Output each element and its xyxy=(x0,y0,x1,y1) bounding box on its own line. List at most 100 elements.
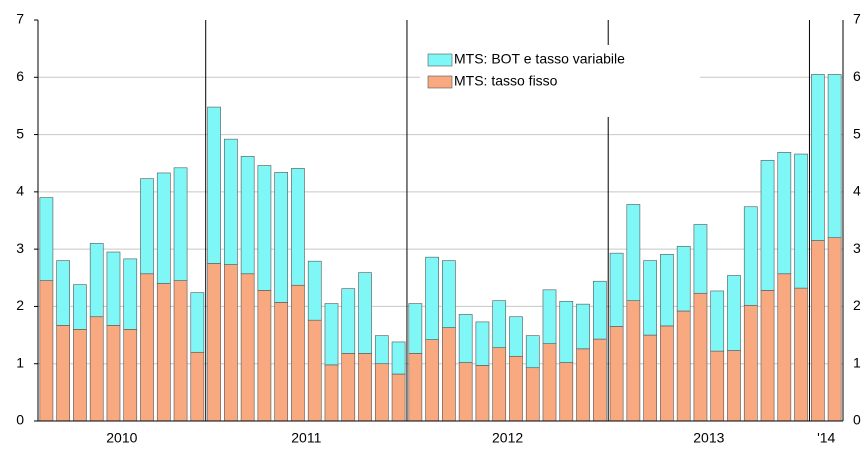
bar-segment xyxy=(475,365,490,422)
bar-segment xyxy=(374,335,389,365)
bar-segment xyxy=(676,310,691,422)
legend-swatch xyxy=(427,53,453,67)
bar-segment xyxy=(307,319,322,422)
bar-segment xyxy=(391,373,406,422)
bar-segment xyxy=(576,348,590,422)
bar-segment xyxy=(525,367,540,422)
bar-segment xyxy=(56,260,70,326)
bar-segment xyxy=(190,351,205,422)
x-group-label: '14 xyxy=(817,430,835,446)
bar-segment xyxy=(676,245,691,312)
legend-label: MTS: BOT e tasso variabile xyxy=(454,51,625,67)
bar-segment xyxy=(576,303,590,350)
bar-segment xyxy=(643,334,657,422)
bar-segment xyxy=(777,273,792,422)
bar-segment xyxy=(140,273,154,422)
bar-segment xyxy=(542,289,557,344)
bar-segment xyxy=(224,138,238,265)
bar-segment xyxy=(257,290,272,422)
bar-segment xyxy=(693,224,708,294)
bar-segment xyxy=(341,288,356,354)
bar-segment xyxy=(660,325,674,422)
y-tick-label: 7 xyxy=(16,11,24,27)
x-group-label: 2013 xyxy=(693,430,724,446)
bar-segment xyxy=(475,321,490,366)
bar-segment xyxy=(743,206,758,306)
y-tick-label: 4 xyxy=(16,183,24,199)
legend-box xyxy=(420,45,700,117)
bar-segment xyxy=(207,106,221,264)
bar-segment xyxy=(458,362,473,422)
bar-segment xyxy=(324,364,339,422)
bar-segment xyxy=(240,273,255,422)
bar-segment xyxy=(559,362,574,422)
bar-segment xyxy=(542,343,557,422)
bar-segment xyxy=(760,290,775,422)
bar-segment xyxy=(743,304,758,422)
bar-segment xyxy=(240,156,255,275)
bar-segment xyxy=(609,326,624,422)
bar-segment xyxy=(811,74,825,241)
bar-segment xyxy=(358,272,372,354)
y2-tick-label: 4 xyxy=(853,183,861,199)
bar-segment xyxy=(592,338,607,422)
y2-tick-label: 6 xyxy=(853,68,861,84)
bar-segment xyxy=(559,300,574,363)
bar-segment xyxy=(408,303,423,354)
bar-segment xyxy=(442,327,456,422)
bar-segment xyxy=(827,237,842,422)
y2-tick-label: 7 xyxy=(853,11,861,27)
bar-segment xyxy=(794,287,808,422)
legend-label: MTS: tasso fisso xyxy=(454,73,558,89)
y2-tick-label: 1 xyxy=(853,354,861,370)
bar-segment xyxy=(710,290,725,352)
bar-segment xyxy=(727,275,741,351)
bar-segment xyxy=(106,325,121,422)
bar-segment xyxy=(525,335,540,369)
bar-segment xyxy=(73,284,87,330)
bar-segment xyxy=(307,260,322,321)
bar-segment xyxy=(592,280,607,340)
bar-segment xyxy=(156,283,171,422)
bar-segment xyxy=(509,355,523,422)
bar-segment xyxy=(442,260,456,328)
y2-tick-label: 0 xyxy=(853,412,861,428)
bar-segment xyxy=(509,316,523,357)
x-group-label: 2012 xyxy=(492,430,523,446)
bar-segment xyxy=(173,167,188,281)
bar-segment xyxy=(727,350,741,422)
y-tick-label: 6 xyxy=(16,68,24,84)
bar-segment xyxy=(173,280,188,422)
bar-segment xyxy=(760,160,775,291)
y-tick-label: 2 xyxy=(16,297,24,313)
bar-segment xyxy=(224,264,238,422)
bar-segment xyxy=(374,363,389,422)
bar-segment xyxy=(324,303,339,366)
bar-segment xyxy=(408,353,423,422)
bar-segment xyxy=(123,258,138,330)
bar-segment xyxy=(156,172,171,284)
bar-segment xyxy=(123,329,138,422)
bar-segment xyxy=(458,314,473,363)
bar-segment xyxy=(425,256,439,340)
y2-tick-label: 3 xyxy=(853,240,861,256)
y-tick-label: 5 xyxy=(16,125,24,141)
bar-segment xyxy=(660,253,674,327)
bar-segment xyxy=(492,347,507,422)
bar-segment xyxy=(274,172,289,303)
bar-segment xyxy=(291,168,305,286)
bar-segment xyxy=(39,280,54,422)
bar-segment xyxy=(391,341,406,375)
y-tick-label: 0 xyxy=(16,412,24,428)
bar-segment xyxy=(190,292,205,353)
bar-segment xyxy=(89,316,104,422)
bar-segment xyxy=(626,204,641,302)
bar-segment xyxy=(56,325,70,422)
y-tick-label: 1 xyxy=(16,354,24,370)
bar-segment xyxy=(207,263,221,422)
y2-tick-label: 2 xyxy=(853,297,861,313)
bar-segment xyxy=(492,300,507,348)
bar-segment xyxy=(693,292,708,422)
